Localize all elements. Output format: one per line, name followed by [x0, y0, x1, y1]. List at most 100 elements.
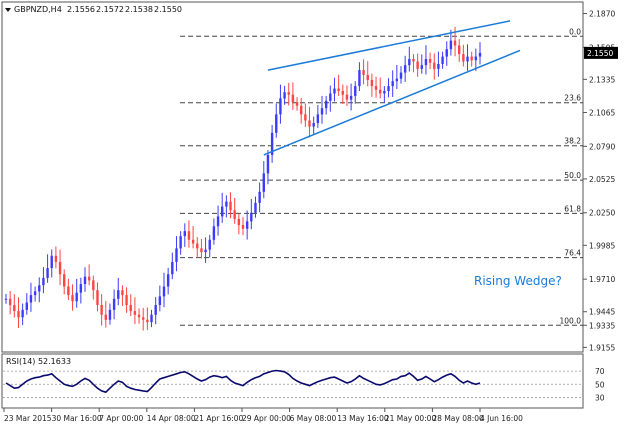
candle-body — [308, 120, 311, 127]
fib-level-label: 23.6 — [564, 94, 581, 103]
time-tick-label: 30 Mar 16:00 — [52, 414, 102, 423]
candle-body — [112, 298, 116, 310]
candle-body — [162, 286, 166, 297]
candle-body — [366, 75, 369, 80]
candle-body — [237, 218, 241, 226]
candle-body — [433, 62, 436, 69]
chart-header: GBPNZD,H4 2.1556 2.1572 2.1538 2.1550 — [5, 5, 182, 14]
candle-body — [387, 86, 390, 92]
candle-body — [146, 319, 149, 323]
price-tick-label: 2.0250 — [589, 209, 615, 218]
wedge-lower-line — [263, 49, 521, 156]
candle-body — [470, 56, 473, 61]
rising-wedge-lines — [263, 20, 521, 156]
candle-body — [250, 212, 253, 222]
candle-body — [291, 94, 295, 103]
candle-body — [424, 59, 428, 66]
candle-body — [166, 274, 170, 287]
time-tick-label: 28 May 08:00 — [432, 414, 484, 423]
candle-body — [121, 290, 124, 296]
candle-body — [316, 114, 320, 123]
candle-body — [333, 88, 336, 94]
candle-body — [179, 236, 182, 249]
rsi-level-label: 70 — [595, 367, 605, 376]
candle-body — [200, 248, 203, 253]
candle-body — [216, 216, 220, 227]
current-price-tag: 2.1550 — [584, 46, 618, 59]
candle-body — [83, 276, 87, 285]
candle-body — [38, 285, 41, 292]
time-axis: 23 Mar 2015 30 Mar 16:007 Apr 00:00 14 Apr… — [3, 408, 523, 423]
dropdown-triangle-icon — [5, 8, 11, 12]
candle-body — [4, 298, 8, 300]
candle-body — [341, 91, 344, 95]
candle-body — [349, 95, 353, 100]
candle-body — [300, 105, 303, 115]
fib-level-label: 76.4 — [564, 249, 581, 258]
candle-body — [478, 52, 482, 57]
candle-body — [100, 304, 103, 315]
candle-body — [229, 201, 232, 211]
candle-body — [75, 292, 78, 302]
time-tick-label: 14 Apr 08:00 — [147, 414, 196, 423]
candle-body — [225, 201, 228, 207]
candle-body — [33, 291, 37, 296]
candle-body — [196, 243, 199, 249]
candle-body — [133, 311, 137, 315]
time-tick-label: 23 Mar 2015 — [4, 414, 52, 423]
candle-body — [270, 132, 274, 155]
candle-body — [329, 93, 332, 101]
candle-body — [171, 261, 174, 275]
candle-body — [408, 59, 411, 66]
candle-body — [383, 91, 386, 94]
fib-level-label: 50.0 — [564, 171, 581, 180]
candle-body — [87, 276, 91, 281]
candle-body — [345, 94, 349, 100]
candle-body — [474, 56, 478, 61]
main-chart-frame — [1, 1, 584, 353]
price-tick-label: 2.1065 — [589, 109, 615, 118]
candle-body — [96, 290, 99, 305]
candle-body — [254, 202, 257, 213]
price-tick-label: 1.9335 — [589, 321, 615, 330]
candle-body — [175, 248, 178, 262]
current-price-tag-bg — [584, 46, 618, 59]
candle-body — [104, 314, 107, 320]
candle-body — [449, 40, 453, 50]
time-tick-label: 21 Apr 16:00 — [194, 414, 243, 423]
symbol-label: GBPNZD,H4 — [14, 5, 62, 14]
time-tick-label: 29 Apr 00:00 — [242, 414, 291, 423]
candle-body — [42, 277, 45, 286]
candle-body — [129, 304, 132, 312]
price-tick-label: 1.9445 — [589, 308, 615, 317]
rsi-panel: 70 50 30 — [3, 367, 605, 402]
candle-body — [275, 114, 278, 133]
fib-level-label: 100.0 — [560, 316, 582, 325]
candle-body — [187, 231, 191, 240]
candle-body — [58, 261, 62, 275]
candle-body — [403, 65, 407, 73]
candle-body — [29, 295, 33, 303]
candle-body — [158, 296, 162, 305]
candle-body — [466, 56, 469, 62]
candle-body — [241, 225, 245, 229]
rsi-label: RSI(14) 52.1633 — [6, 357, 71, 366]
candle-body — [304, 114, 307, 121]
candle-body — [462, 54, 465, 62]
current-price-value: 2.1550 — [587, 49, 613, 58]
candle-body — [412, 59, 415, 62]
candle-body — [191, 239, 195, 244]
candle-body — [50, 255, 53, 269]
wedge-upper-line — [267, 20, 511, 71]
rsi-frame — [1, 353, 584, 409]
candle-body — [416, 61, 419, 69]
candle-body — [441, 56, 444, 64]
candle-body — [399, 72, 403, 79]
candle-body — [142, 317, 145, 320]
candle-body — [125, 295, 128, 305]
candle-body — [283, 92, 286, 99]
candle-body — [21, 309, 24, 318]
candle-body — [266, 154, 270, 174]
candle-body — [445, 49, 448, 57]
